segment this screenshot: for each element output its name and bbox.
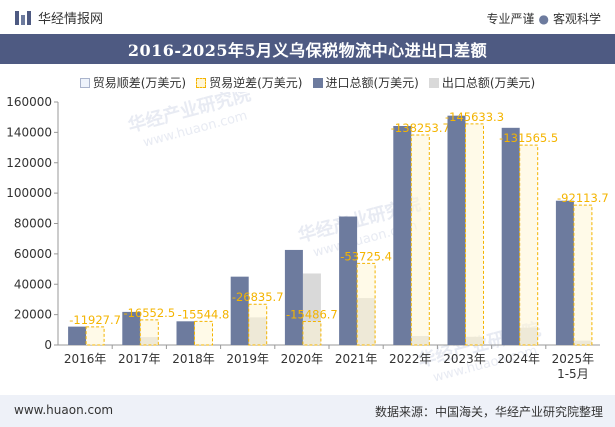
legend-label-surplus: 贸易顺差(万美元) [92, 76, 187, 90]
slogan-left: 专业严谨 [486, 12, 535, 26]
y-tick-label: 100000 [6, 186, 52, 200]
import-bar [555, 200, 574, 345]
import-bar [501, 127, 520, 345]
legend-item-import: 进口总额(万美元) [312, 74, 419, 91]
legend-item-surplus: 贸易顺差(万美元) [79, 74, 187, 91]
import-bar [284, 249, 303, 345]
brand: 华经情报网 [14, 8, 103, 27]
x-tick-label: 2021年 [335, 352, 378, 366]
x-tick-label: 2019年 [226, 352, 269, 366]
footer-url: www.huaon.com [14, 403, 114, 417]
deficit-bar [519, 144, 539, 346]
import-bar [393, 125, 412, 345]
legend-item-export: 出口总额(万美元) [428, 74, 536, 91]
slogan-right: 客观科学 [552, 12, 601, 26]
x-tick-label: 2020年 [281, 352, 324, 366]
x-tick-label: 2018年 [172, 352, 215, 366]
x-tick-label: 1-5月 [557, 367, 589, 381]
import-bar [230, 276, 249, 345]
y-tick-label: 40000 [14, 277, 52, 291]
deficit-bar [465, 123, 484, 346]
import-bar [122, 311, 141, 345]
slogan: 专业严谨 ● 客观科学 [486, 10, 601, 27]
x-tick-label: 2025年 [552, 352, 595, 366]
y-tick-label: 60000 [14, 247, 52, 261]
deficit-data-label: -131565.5 [499, 131, 558, 145]
bullet-icon: ● [538, 12, 549, 26]
import-bar [447, 115, 466, 345]
deficit-data-label: -26835.7 [232, 290, 284, 304]
legend-swatch-export [428, 77, 439, 88]
import-bar [68, 326, 87, 345]
legend-label-export: 出口总额(万美元) [441, 76, 536, 90]
deficit-bar [85, 326, 105, 346]
x-tick-label: 2017年 [118, 352, 161, 366]
x-tick-label: 2023年 [443, 352, 486, 366]
import-bar [339, 216, 358, 345]
deficit-bar [410, 134, 430, 346]
y-tick-label: 140000 [6, 125, 52, 139]
deficit-bar [573, 204, 593, 346]
deficit-data-label: -53725.4 [340, 249, 392, 263]
legend-swatch-deficit [196, 77, 207, 88]
bar-chart: 华经产业研究院www.huaon.com华经产业研究院www.huaon.com… [6, 92, 609, 386]
legend-label-import: 进口总额(万美元) [325, 76, 419, 90]
y-tick-label: 120000 [6, 156, 52, 170]
deficit-bar [248, 303, 268, 346]
footer: www.huaon.com 数据来源：中国海关，华经产业研究院整理 [0, 395, 615, 427]
x-tick-label: 2024年 [497, 352, 540, 366]
deficit-data-label: -15486.7 [286, 307, 338, 321]
deficit-data-label: -16552.5 [123, 306, 175, 320]
title-bar: 2016-2025年5月义乌保税物流中心进出口差额 [0, 34, 615, 64]
legend-swatch-import [312, 77, 323, 88]
y-tick-label: 80000 [14, 217, 52, 231]
brand-logo-icon [15, 10, 31, 25]
legend-swatch-surplus [79, 77, 90, 88]
footer-source: 数据来源：中国海关，华经产业研究院整理 [374, 405, 603, 419]
legend-item-deficit: 贸易逆差(万美元) [196, 74, 303, 91]
brand-name: 华经情报网 [38, 12, 104, 27]
deficit-bar [194, 320, 213, 346]
y-tick-label: 0 [44, 338, 52, 352]
deficit-data-label: -138253.7 [391, 121, 450, 135]
deficit-bar [356, 262, 376, 346]
deficit-data-label: -145633.3 [445, 110, 504, 124]
top-bar: 华经情报网 专业严谨 ● 客观科学 [0, 0, 615, 34]
deficit-bar [302, 320, 322, 346]
chart-title: 2016-2025年5月义乌保税物流中心进出口差额 [127, 41, 488, 60]
deficit-bar [139, 319, 159, 346]
x-tick-label: 2016年 [64, 352, 107, 366]
deficit-data-label: -15544.8 [178, 307, 230, 321]
deficit-data-label: -11927.7 [69, 313, 121, 327]
deficit-data-label: -92113.7 [557, 191, 609, 205]
y-tick-label: 160000 [6, 95, 52, 109]
import-bar [176, 321, 195, 345]
y-tick-label: 20000 [14, 308, 52, 322]
x-tick-label: 2022年 [389, 352, 432, 366]
chart-legend: 贸易顺差(万美元) 贸易逆差(万美元) 进口总额(万美元) 出口总额(万美元) [0, 74, 615, 91]
legend-label-deficit: 贸易逆差(万美元) [209, 76, 303, 90]
